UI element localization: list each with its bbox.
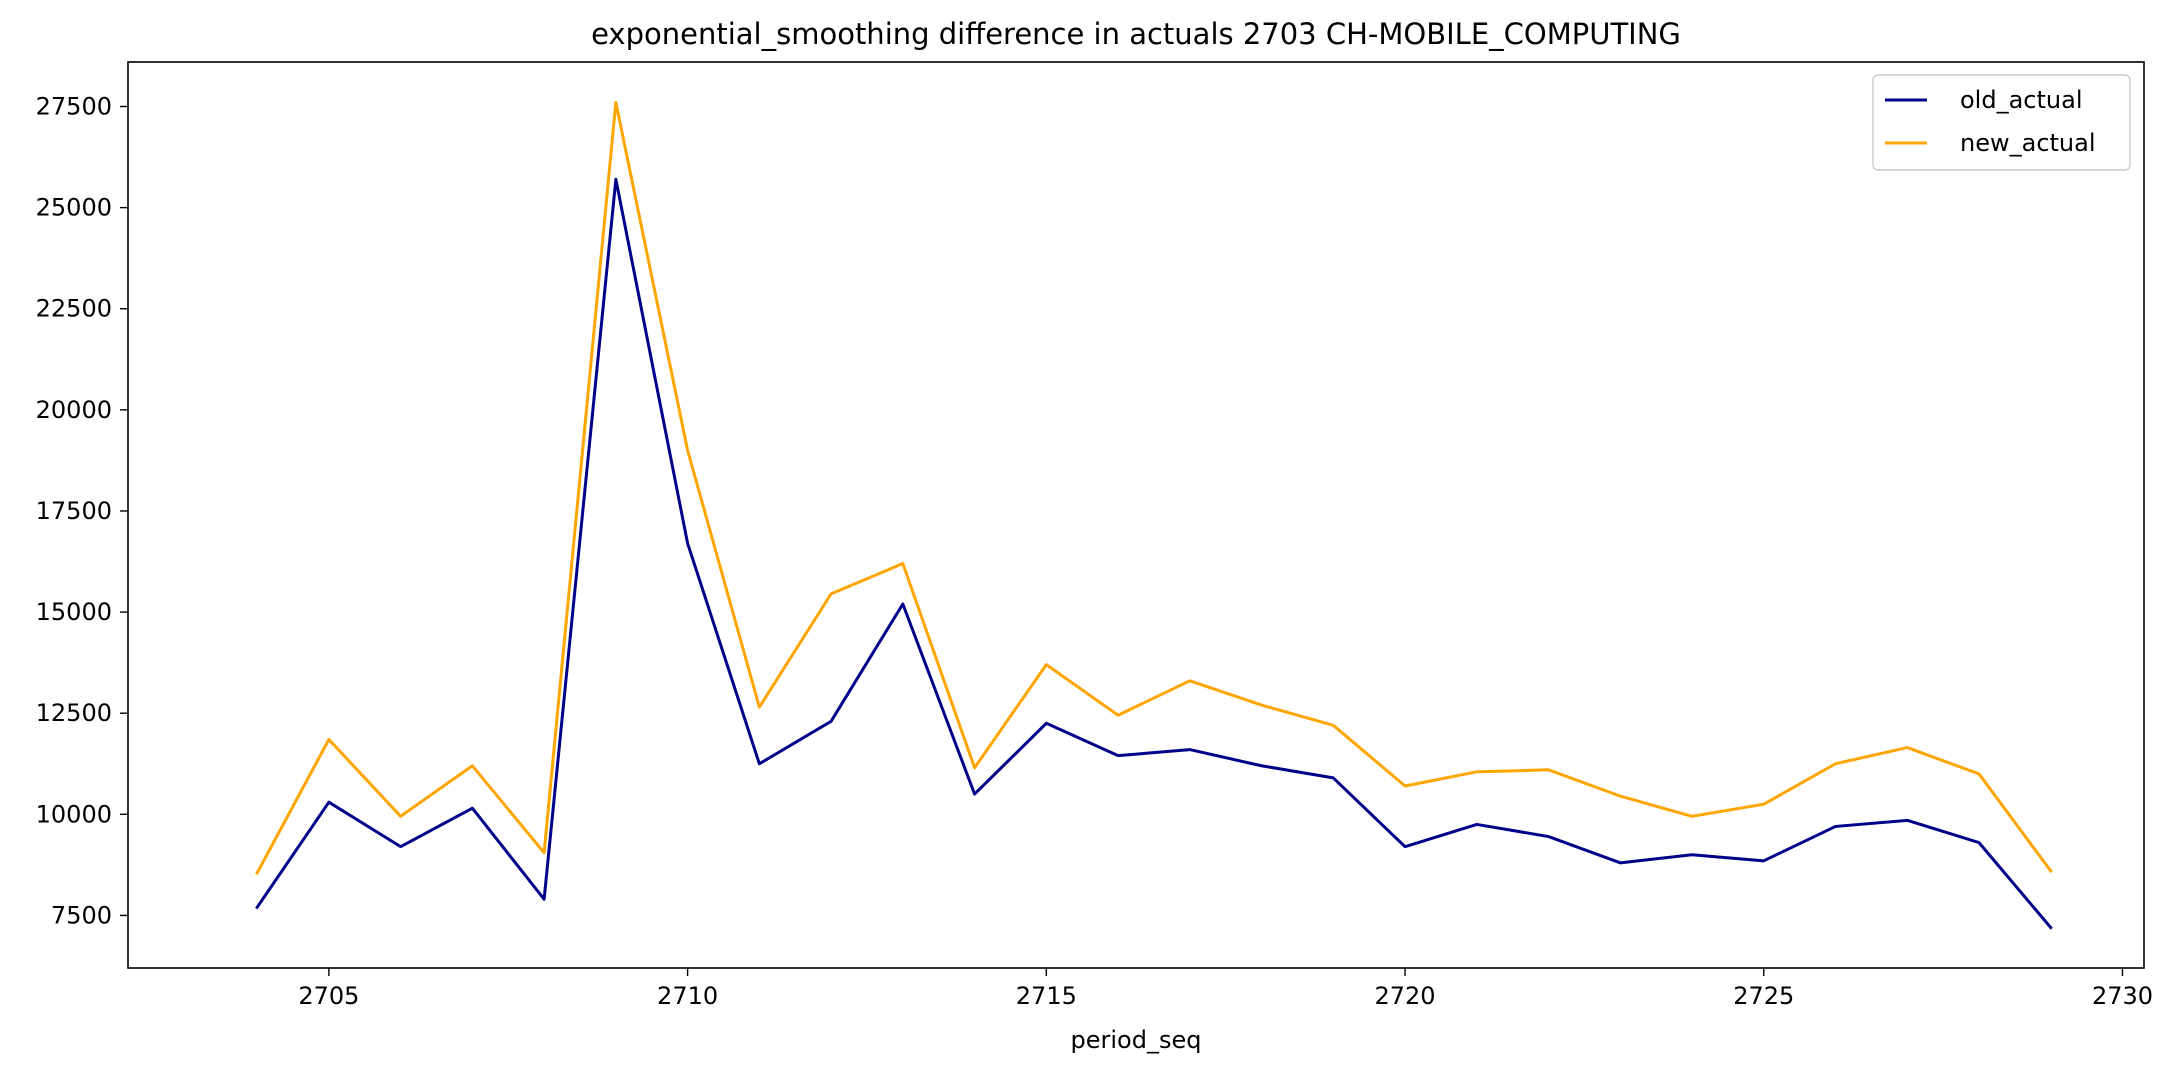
y-tick-label: 10000	[36, 800, 112, 828]
y-tick-label: 25000	[36, 194, 112, 222]
x-axis-label: period_seq	[1071, 1026, 1202, 1054]
y-tick-label: 17500	[36, 497, 112, 525]
y-tick-label: 27500	[36, 92, 112, 120]
x-tick-label: 2710	[657, 982, 718, 1010]
legend-box	[1872, 74, 2131, 171]
y-tick-label: 7500	[51, 901, 112, 929]
y-tick-label: 22500	[36, 295, 112, 323]
y-tick-label: 12500	[36, 699, 112, 727]
chart-title: exponential_smoothing difference in actu…	[591, 17, 1681, 51]
y-tick-label: 15000	[36, 598, 112, 626]
legend-label-new-actual: new_actual	[1960, 129, 2096, 157]
legend: old_actual new_actual	[1872, 74, 2131, 171]
axes-frame	[127, 61, 2145, 969]
y-tick-label: 20000	[36, 396, 112, 424]
x-tick-label: 2720	[1375, 982, 1436, 1010]
series-line-new-actual	[255, 100, 2053, 875]
plot-area: 2705 2710 2715 2720 2725 2730 7500 10000 12500 15…	[36, 92, 2153, 1010]
x-tick-label: 2715	[1016, 982, 1077, 1010]
series-line-old-actual	[255, 177, 2053, 930]
x-tick-label: 2730	[2092, 982, 2153, 1010]
x-tick-label: 2725	[1733, 982, 1794, 1010]
x-tick-label: 2705	[298, 982, 359, 1010]
legend-label-old-actual: old_actual	[1960, 86, 2082, 114]
